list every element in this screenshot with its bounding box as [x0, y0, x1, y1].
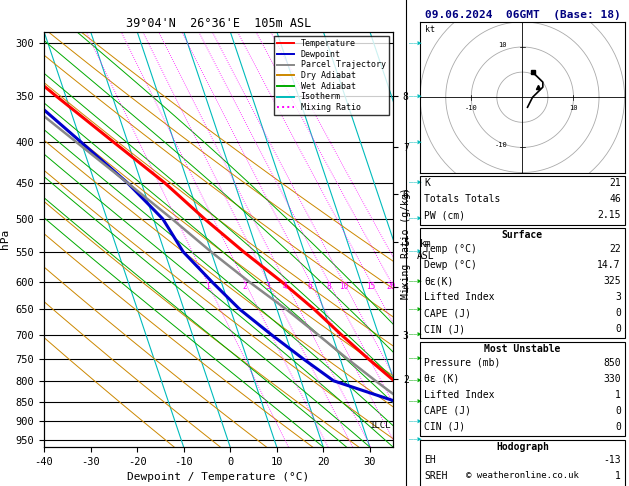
Text: 10: 10	[499, 42, 507, 48]
Text: Lifted Index: Lifted Index	[424, 390, 494, 400]
Text: ——▶: ——▶	[409, 40, 421, 46]
Text: 15: 15	[366, 282, 376, 291]
Text: ——▶: ——▶	[409, 378, 421, 384]
Text: Temp (°C): Temp (°C)	[424, 244, 477, 254]
Text: ——▶: ——▶	[409, 356, 421, 362]
Text: CIN (J): CIN (J)	[424, 324, 465, 334]
Text: 46: 46	[609, 194, 621, 205]
Text: kt: kt	[425, 25, 435, 34]
Text: Lifted Index: Lifted Index	[424, 292, 494, 302]
Text: Pressure (mb): Pressure (mb)	[424, 358, 500, 368]
Text: 330: 330	[603, 374, 621, 384]
Text: 21: 21	[609, 178, 621, 189]
Text: ——▶: ——▶	[409, 249, 421, 255]
Title: 39°04'N  26°36'E  105m ASL: 39°04'N 26°36'E 105m ASL	[126, 17, 311, 31]
Text: 8: 8	[326, 282, 331, 291]
Text: ——▶: ——▶	[409, 216, 421, 222]
Text: 2.15: 2.15	[598, 210, 621, 221]
Text: 0: 0	[615, 406, 621, 416]
Text: 3: 3	[615, 292, 621, 302]
Text: CIN (J): CIN (J)	[424, 422, 465, 432]
Text: 22: 22	[609, 244, 621, 254]
Text: -10: -10	[465, 105, 477, 111]
Text: Totals Totals: Totals Totals	[424, 194, 500, 205]
Text: 20: 20	[386, 282, 396, 291]
Text: θε (K): θε (K)	[424, 374, 459, 384]
Text: EH: EH	[424, 455, 436, 466]
Text: 850: 850	[603, 358, 621, 368]
Text: ——▶: ——▶	[409, 418, 421, 424]
Text: 1: 1	[615, 471, 621, 482]
Text: -13: -13	[603, 455, 621, 466]
Text: 6: 6	[308, 282, 313, 291]
Text: -10: -10	[494, 142, 507, 148]
Text: 09.06.2024  06GMT  (Base: 18): 09.06.2024 06GMT (Base: 18)	[425, 10, 620, 20]
Text: 325: 325	[603, 276, 621, 286]
Text: ——▶: ——▶	[409, 306, 421, 312]
Text: Surface: Surface	[502, 230, 543, 241]
Text: Dewp (°C): Dewp (°C)	[424, 260, 477, 270]
Text: ——▶: ——▶	[409, 437, 421, 443]
Text: 4: 4	[283, 282, 287, 291]
Text: 0: 0	[615, 308, 621, 318]
Y-axis label: hPa: hPa	[0, 229, 10, 249]
Text: θε(K): θε(K)	[424, 276, 454, 286]
Text: ——▶: ——▶	[409, 180, 421, 186]
Text: Most Unstable: Most Unstable	[484, 344, 560, 354]
Text: ——▶: ——▶	[409, 93, 421, 99]
X-axis label: Dewpoint / Temperature (°C): Dewpoint / Temperature (°C)	[128, 472, 309, 483]
Text: 10: 10	[338, 282, 348, 291]
Text: ——▶: ——▶	[409, 399, 421, 405]
Text: © weatheronline.co.uk: © weatheronline.co.uk	[466, 471, 579, 480]
Y-axis label: km
ASL: km ASL	[416, 240, 434, 261]
Text: ——▶: ——▶	[409, 139, 421, 145]
Text: 1LCL: 1LCL	[370, 421, 392, 430]
Legend: Temperature, Dewpoint, Parcel Trajectory, Dry Adiabat, Wet Adiabat, Isotherm, Mi: Temperature, Dewpoint, Parcel Trajectory…	[274, 36, 389, 115]
Text: Hodograph: Hodograph	[496, 442, 549, 452]
Text: 0: 0	[615, 324, 621, 334]
Text: K: K	[424, 178, 430, 189]
Text: 10: 10	[569, 105, 578, 111]
Text: CAPE (J): CAPE (J)	[424, 406, 471, 416]
Text: ——▶: ——▶	[409, 332, 421, 338]
Text: 1: 1	[615, 390, 621, 400]
Text: Mixing Ratio (g/kg): Mixing Ratio (g/kg)	[401, 187, 411, 299]
Text: 1: 1	[204, 282, 209, 291]
Text: PW (cm): PW (cm)	[424, 210, 465, 221]
Text: CAPE (J): CAPE (J)	[424, 308, 471, 318]
Text: 14.7: 14.7	[598, 260, 621, 270]
Text: 3: 3	[265, 282, 270, 291]
Text: 2: 2	[242, 282, 247, 291]
Text: ——▶: ——▶	[409, 279, 421, 285]
Text: SREH: SREH	[424, 471, 447, 482]
Text: 0: 0	[615, 422, 621, 432]
